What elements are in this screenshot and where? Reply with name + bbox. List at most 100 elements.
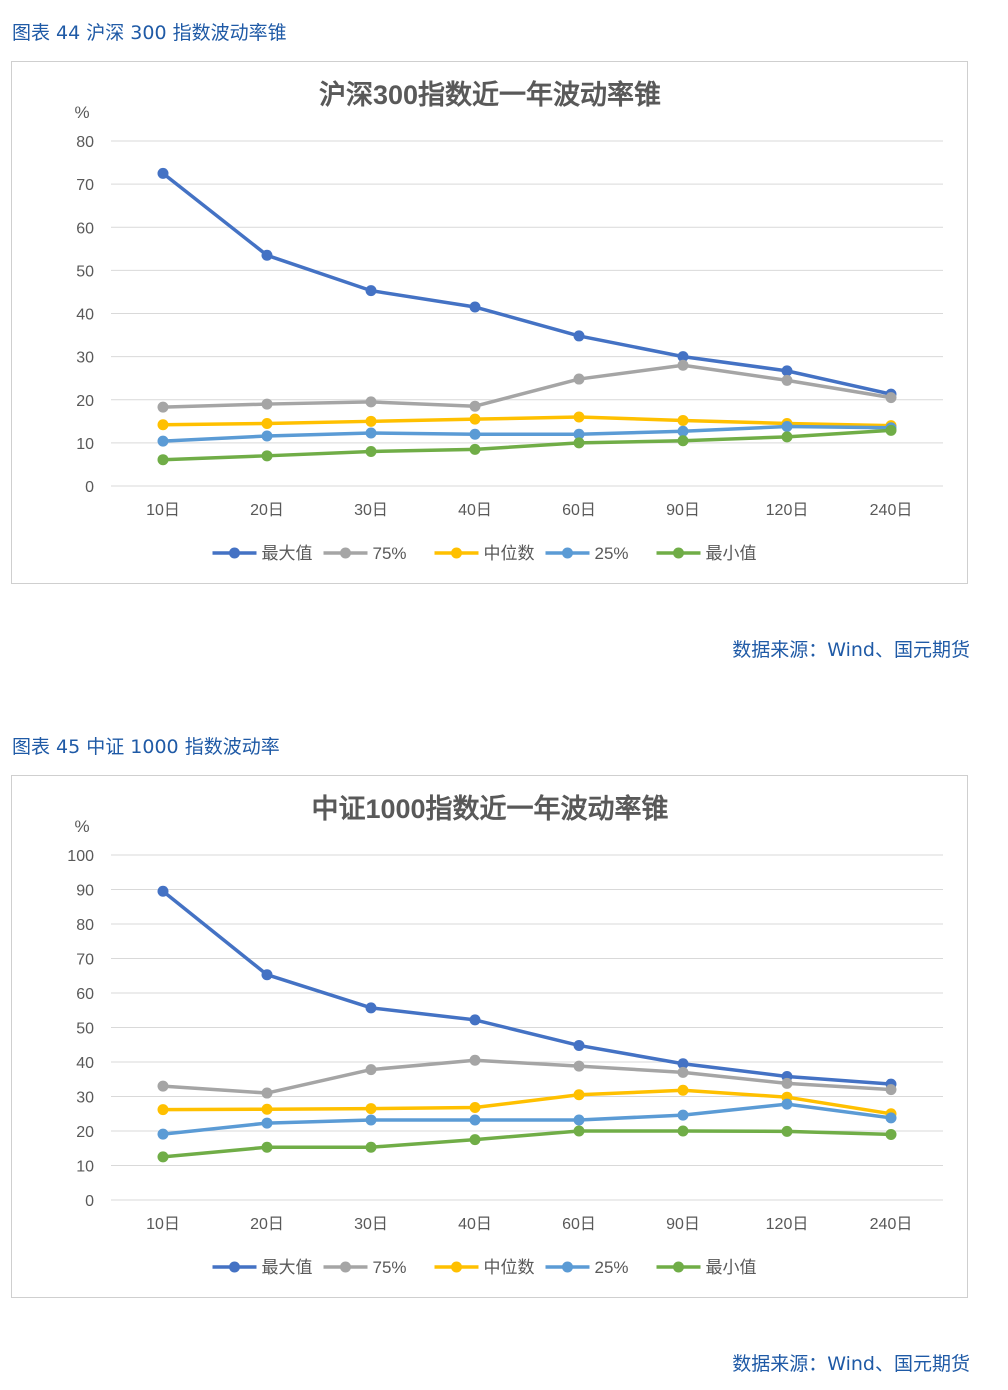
data-point xyxy=(469,443,481,455)
data-point xyxy=(573,373,585,385)
x-tick-label: 240日 xyxy=(870,502,913,519)
data-point xyxy=(261,1117,273,1129)
data-point xyxy=(469,1014,481,1026)
data-point xyxy=(885,424,897,436)
x-tick-label: 10日 xyxy=(146,502,180,519)
data-point xyxy=(157,1128,169,1140)
y-tick-label: 30 xyxy=(76,350,94,367)
data-point xyxy=(781,1077,793,1089)
x-tick-label: 10日 xyxy=(146,1216,180,1233)
x-tick-label: 30日 xyxy=(354,1216,388,1233)
x-tick-label: 90日 xyxy=(666,502,700,519)
y-tick-label: 90 xyxy=(76,883,94,900)
data-point xyxy=(261,430,273,442)
data-point xyxy=(677,1058,689,1070)
series-line-3 xyxy=(161,1102,893,1136)
data-point xyxy=(677,414,689,426)
data-point xyxy=(157,419,169,431)
data-point xyxy=(365,415,377,427)
data-point xyxy=(677,1084,689,1096)
data-point xyxy=(677,1109,689,1121)
data-point xyxy=(469,1102,481,1114)
data-point xyxy=(677,425,689,437)
data-point xyxy=(365,1064,377,1076)
data-point xyxy=(261,249,273,261)
legend-label: 最大值 xyxy=(262,544,313,563)
data-point xyxy=(261,969,273,981)
data-point xyxy=(261,1103,273,1115)
data-point xyxy=(781,420,793,432)
data-point xyxy=(573,330,585,342)
data-point xyxy=(365,427,377,439)
data-point xyxy=(573,1114,585,1126)
y-tick-label: 20 xyxy=(76,1124,94,1141)
legend-marker xyxy=(451,547,462,559)
y-tick-label: 10 xyxy=(76,436,94,453)
x-tick-label: 90日 xyxy=(666,1216,700,1233)
y-tick-label: 40 xyxy=(76,307,94,324)
y-tick-label: 80 xyxy=(76,134,94,151)
chart-title: 中证1000指数近一年波动率锥 xyxy=(311,793,668,824)
data-point xyxy=(157,885,169,897)
x-tick-label: 120日 xyxy=(766,1216,809,1233)
data-point xyxy=(261,450,273,462)
data-point xyxy=(781,431,793,443)
y-axis-unit: % xyxy=(74,817,89,836)
series-line-1 xyxy=(161,1058,893,1095)
data-point xyxy=(573,411,585,423)
legend-marker xyxy=(562,547,573,559)
chart-title: 沪深300指数近一年波动率锥 xyxy=(319,79,661,110)
legend-label: 75% xyxy=(373,1258,407,1277)
series-line-3 xyxy=(161,424,893,443)
chart-frame-csi1000: 中证1000指数近一年波动率锥% 0 10 20 30 40 50 60 70 80 90 100 10… xyxy=(11,775,968,1298)
chart-frame-hs300: 沪深300指数近一年波动率锥% 0 10 20 30 40 50 60 70 80 10日 20日 30… xyxy=(11,61,968,584)
data-point xyxy=(885,1128,897,1140)
data-point xyxy=(157,1151,169,1163)
series-line-4 xyxy=(161,1129,893,1159)
series-line-0 xyxy=(161,889,893,1086)
source-note-1: 数据来源：Wind、国元期货 xyxy=(732,639,970,661)
series-line-2 xyxy=(161,1088,893,1116)
data-point xyxy=(677,359,689,371)
data-point xyxy=(157,1104,169,1116)
figure-44-caption: 图表 44 沪深 300 指数波动率锥 xyxy=(12,22,287,44)
y-tick-label: 30 xyxy=(76,1090,94,1107)
data-point xyxy=(261,1141,273,1153)
legend-label: 最大值 xyxy=(262,1258,313,1277)
data-point xyxy=(469,1134,481,1146)
data-point xyxy=(677,1125,689,1137)
x-tick-label: 40日 xyxy=(458,1216,492,1233)
x-tick-label: 60日 xyxy=(562,1216,596,1233)
y-tick-label: 70 xyxy=(76,177,94,194)
x-tick-label: 120日 xyxy=(766,502,809,519)
data-point xyxy=(365,1141,377,1153)
legend-label: 最小值 xyxy=(706,544,757,563)
data-point xyxy=(781,365,793,377)
data-point xyxy=(573,1089,585,1101)
data-point xyxy=(469,428,481,440)
legend-marker xyxy=(562,1261,573,1273)
data-point xyxy=(157,1080,169,1092)
legend-marker xyxy=(229,547,240,559)
source-note-2: 数据来源：Wind、国元期货 xyxy=(732,1353,970,1375)
legend-marker xyxy=(673,547,684,559)
data-point xyxy=(573,1125,585,1137)
data-point xyxy=(573,437,585,449)
y-tick-label: 10 xyxy=(76,1159,94,1176)
x-tick-label: 20日 xyxy=(250,502,284,519)
y-tick-label: 60 xyxy=(76,986,94,1003)
y-tick-label: 0 xyxy=(85,1193,94,1210)
data-point xyxy=(677,1066,689,1078)
data-point xyxy=(261,417,273,429)
data-point xyxy=(573,428,585,440)
legend-marker xyxy=(451,1261,462,1273)
x-tick-label: 60日 xyxy=(562,502,596,519)
x-tick-label: 240日 xyxy=(870,1216,913,1233)
hs300-volatility-chart: 沪深300指数近一年波动率锥% 0 10 20 30 40 50 60 70 80 10日 20日 30… xyxy=(74,79,943,563)
data-point xyxy=(157,167,169,179)
data-point xyxy=(365,1002,377,1014)
y-tick-label: 50 xyxy=(76,263,94,280)
data-point xyxy=(677,351,689,363)
data-point xyxy=(781,1098,793,1110)
x-tick-label: 40日 xyxy=(458,502,492,519)
